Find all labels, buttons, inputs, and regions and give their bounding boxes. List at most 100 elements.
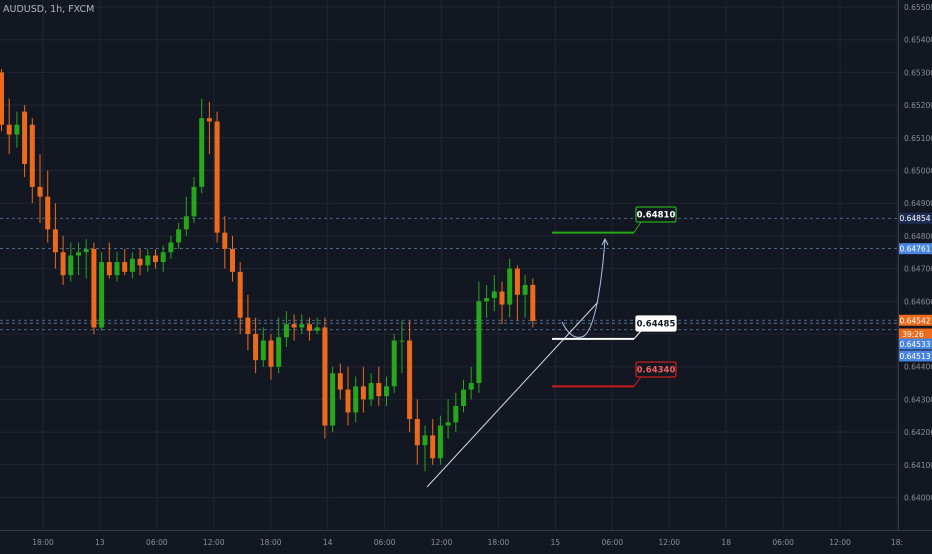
- candle-body: [268, 340, 274, 367]
- candle: [214, 111, 220, 243]
- candle: [99, 252, 105, 331]
- candle: [45, 170, 51, 243]
- candle-body: [122, 262, 128, 272]
- candle: [6, 98, 12, 155]
- price-tag-bg: [899, 338, 932, 350]
- candle: [245, 294, 251, 351]
- candle-body: [52, 229, 58, 253]
- candle-body: [299, 324, 305, 328]
- candle-body: [376, 383, 382, 397]
- candle-body: [468, 383, 474, 390]
- price-tick-label: 0.64000: [904, 494, 932, 503]
- time-tick-label: 06:00: [146, 538, 168, 547]
- candle: [237, 262, 243, 334]
- time-tick-label: 06:00: [772, 538, 794, 547]
- candle: [29, 118, 35, 204]
- candle: [276, 317, 282, 374]
- candle-body: [353, 386, 359, 413]
- candle: [191, 177, 197, 223]
- candle: [199, 98, 205, 194]
- price-tick-label: 0.64900: [904, 199, 932, 208]
- candle-body: [137, 258, 143, 266]
- price-callout-box: 0.64485: [633, 315, 677, 340]
- price-tick-label: 0.64100: [904, 461, 932, 470]
- candle-body: [83, 248, 89, 253]
- time-tick-label: 18:: [891, 538, 903, 547]
- callout-price-label: 0.64810: [637, 211, 676, 221]
- candle-body: [314, 327, 320, 331]
- candle: [422, 425, 428, 472]
- price-tag: 0.64542: [899, 314, 932, 326]
- arrow-head-icon: [601, 237, 609, 246]
- candle-body: [114, 262, 120, 276]
- candle-body: [230, 248, 235, 272]
- price-tick-label: 0.65100: [904, 134, 932, 143]
- candle: [91, 242, 97, 334]
- candle: [345, 366, 351, 426]
- candle-body: [437, 425, 443, 459]
- candle: [122, 248, 128, 276]
- price-tick-label: 0.65200: [904, 101, 932, 110]
- candle-body: [237, 271, 243, 318]
- time-axis[interactable]: 18:00 13 06:00 12:00 18:00 14 06:00 12:00 18:00 1…: [32, 538, 903, 547]
- candle: [52, 203, 58, 269]
- candle: [445, 399, 451, 439]
- candle-body: [22, 111, 28, 164]
- candle-body: [453, 405, 459, 423]
- candle: [37, 154, 43, 223]
- countdown-label: 39:26: [902, 330, 924, 339]
- candle-body: [530, 284, 536, 321]
- price-tag-bg: [899, 314, 932, 326]
- price-tick-label: 0.65400: [904, 36, 932, 45]
- time-tick-label: 18: [721, 538, 731, 547]
- candle-body: [360, 386, 366, 400]
- candle-body: [384, 386, 389, 397]
- candle: [399, 320, 405, 374]
- candle: [60, 235, 66, 285]
- candle-body: [68, 255, 74, 276]
- time-tick-label: 12:00: [431, 538, 453, 547]
- time-tick-label: 12:00: [829, 538, 851, 547]
- candle: [437, 415, 443, 465]
- price-tag-bg: [899, 350, 932, 362]
- candle: [22, 105, 28, 178]
- candle: [507, 258, 513, 318]
- candle: [522, 275, 528, 318]
- time-tick-label: 18:00: [488, 538, 510, 547]
- candle-body: [276, 337, 282, 367]
- candle: [330, 366, 336, 433]
- candle-body: [345, 389, 351, 413]
- candle: [206, 101, 212, 155]
- price-axis[interactable]: 0.65500 0.65400 0.65300 0.65200 0.65100 0.650…: [904, 3, 932, 503]
- candle-body: [484, 298, 490, 302]
- callout-price-label: 0.64485: [637, 320, 676, 330]
- price-tag-label: 0.64854: [899, 214, 930, 223]
- candle: [114, 252, 120, 282]
- candle: [514, 265, 520, 321]
- candle: [376, 366, 382, 406]
- candle-body: [391, 340, 397, 387]
- candle: [183, 196, 189, 236]
- candle: [384, 376, 389, 406]
- candle-body: [206, 118, 212, 122]
- callout-pointer: [633, 376, 642, 387]
- price-callout-box: 0.64340: [633, 361, 677, 387]
- candle: [499, 281, 505, 325]
- callout-pointer: [633, 330, 642, 340]
- candle: [0, 69, 4, 132]
- candle-body: [214, 121, 220, 233]
- price-tick-label: 0.64300: [904, 395, 932, 404]
- candle: [283, 311, 289, 348]
- price-tag: 0.64761: [899, 243, 932, 255]
- candle-body: [245, 317, 251, 334]
- candle: [307, 317, 312, 341]
- candle: [168, 235, 174, 259]
- candle: [353, 376, 359, 423]
- callout-frame: [635, 315, 677, 332]
- price-tick-label: 0.64200: [904, 428, 932, 437]
- candle: [360, 366, 366, 413]
- candle: [461, 379, 466, 413]
- candle-body: [368, 383, 374, 400]
